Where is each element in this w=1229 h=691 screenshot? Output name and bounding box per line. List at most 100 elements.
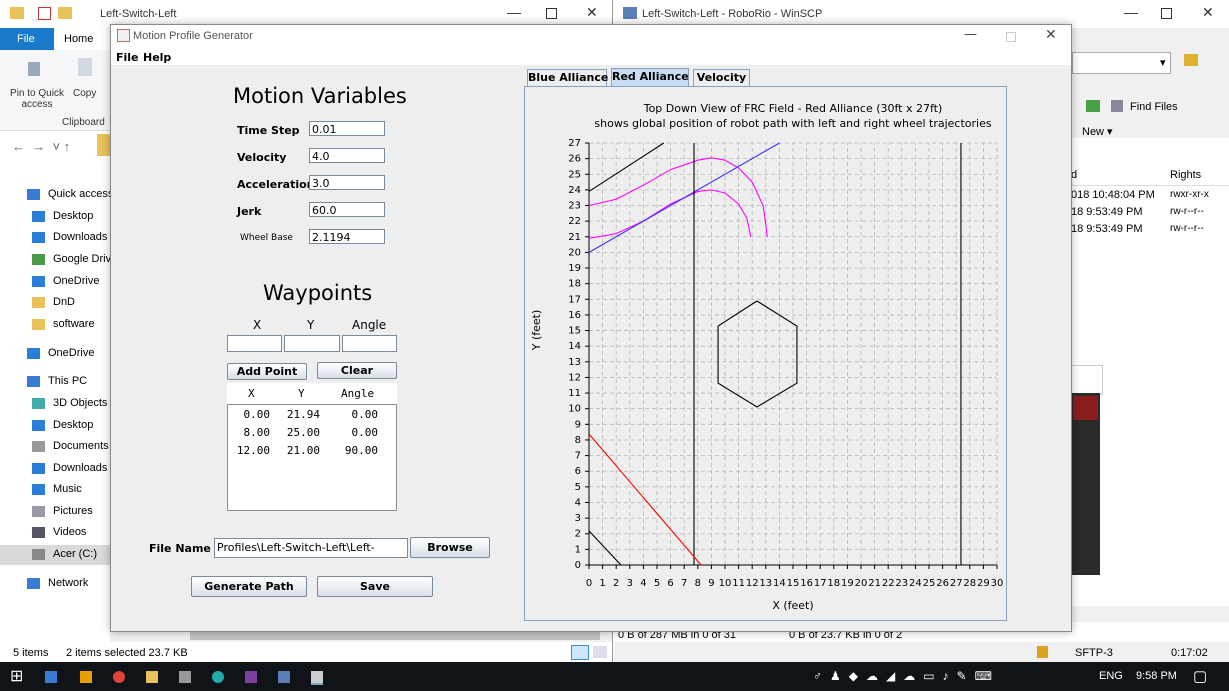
nav-item[interactable]: Acer (C:)	[53, 548, 97, 560]
nav-item[interactable]: Music	[53, 483, 82, 495]
nav-item[interactable]: Pictures	[53, 505, 93, 517]
nav-item[interactable]: OneDrive	[53, 275, 100, 287]
file-rights: rw-r--r--	[1170, 223, 1204, 234]
check-icon	[38, 7, 51, 20]
ribbon-tab[interactable]: Home	[64, 33, 94, 45]
plot-title: Top Down View of FRC Field - Red Allianc…	[643, 102, 943, 115]
tab[interactable]: Blue Alliance	[527, 69, 609, 86]
tab[interactable]: Velocity	[693, 69, 750, 86]
nav-icon	[32, 297, 45, 308]
y-tick-label: 8	[575, 435, 581, 446]
nav-item[interactable]: DnD	[53, 296, 76, 308]
toolbar-button[interactable]: New ▾	[1082, 126, 1113, 138]
pin-icon	[28, 62, 40, 76]
folder-icon	[10, 7, 24, 19]
nav-item[interactable]: software	[53, 318, 95, 330]
x-tick-label: 0	[586, 578, 592, 589]
y-tick-label: 15	[568, 326, 581, 337]
nav-item[interactable]: Downloads	[53, 462, 108, 474]
entry-header: Angle	[352, 318, 387, 332]
x-tick-label: 25	[923, 578, 936, 589]
ribbon-tab-file[interactable]	[0, 28, 54, 50]
action-center[interactable]: ▢	[1193, 668, 1208, 685]
menu-item[interactable]: Help	[143, 51, 172, 64]
table-header: Y	[298, 387, 305, 400]
nav-item[interactable]: Desktop	[53, 419, 94, 431]
table-rows: 0.00 21.94 0.00 8.00 25.00 0.00 12.00 21.00 90.0…	[227, 408, 397, 508]
x-tick-label: 27	[950, 578, 963, 589]
nav-icon	[32, 319, 45, 330]
variable-input[interactable]: 2.1194	[309, 229, 385, 244]
variable-input[interactable]: 0.01	[309, 121, 385, 136]
taskbar-icon[interactable]	[245, 671, 257, 683]
nav-item[interactable]: OneDrive	[48, 347, 95, 359]
nav-item[interactable]: This PC	[48, 375, 88, 387]
view-toggle[interactable]	[593, 646, 607, 658]
plot-line	[588, 530, 622, 566]
x-tick-label: 23	[895, 578, 908, 589]
column-header: Rights	[1170, 169, 1202, 181]
nav-item[interactable]: Documents	[53, 440, 109, 452]
minimize[interactable]: —	[964, 27, 977, 42]
taskbar-icon[interactable]	[311, 671, 323, 685]
scrollbar	[1069, 606, 1229, 622]
y-tick-label: 20	[568, 247, 581, 258]
minimize[interactable]: —	[507, 4, 521, 20]
taskbar-icon[interactable]	[45, 671, 57, 683]
x-tick-label: 13	[759, 578, 772, 589]
ribbon-tab[interactable]: File	[17, 33, 35, 45]
clear-button[interactable]: Clear	[317, 362, 397, 379]
x-tick-label: 6	[667, 578, 673, 589]
taskbar-icon[interactable]	[278, 671, 290, 683]
toolbar-button[interactable]: Find Files	[1130, 101, 1178, 113]
menu-item[interactable]: File	[116, 51, 139, 64]
x-tick-label: 19	[841, 578, 854, 589]
list-header	[1069, 165, 1229, 186]
maximize[interactable]	[1161, 8, 1172, 19]
nav-icon	[32, 211, 45, 222]
start-button[interactable]: ⊞	[10, 668, 24, 685]
nav-icon	[32, 441, 45, 452]
browse-button[interactable]: Browse	[410, 537, 490, 558]
variable-input[interactable]: 3.0	[309, 175, 385, 190]
close[interactable]: ✕	[586, 4, 598, 20]
nav-item[interactable]: Network	[48, 577, 89, 589]
variable-input[interactable]: 4.0	[309, 148, 385, 163]
y-tick-label: 22	[568, 216, 581, 227]
nav-icon	[32, 276, 45, 287]
variable-input[interactable]: 60.0	[309, 202, 385, 217]
minimize[interactable]: —	[1124, 4, 1138, 20]
nav-item[interactable]: Quick access	[48, 188, 114, 200]
taskbar-icon[interactable]	[146, 671, 158, 683]
navigation-pane: Quick access Desktop Downloads Google Drive…	[0, 170, 117, 630]
view-toggle[interactable]	[571, 645, 589, 660]
plot-line	[717, 300, 798, 408]
table-cell: 0.00	[351, 408, 379, 421]
status-right: 0 B of 23.7 KB in 0 of 2	[789, 629, 903, 641]
waypoint-input[interactable]	[342, 335, 397, 352]
nav-item[interactable]: Google Drive	[53, 253, 118, 265]
generate-path-button[interactable]: Generate Path	[191, 576, 307, 597]
add-point-button[interactable]: Add Point	[227, 363, 307, 380]
file-name-input[interactable]: Profiles\Left-Switch-Left\Left-Switch-Le…	[214, 538, 408, 558]
waypoint-input[interactable]	[284, 335, 340, 352]
taskbar-icon[interactable]	[212, 671, 224, 683]
taskbar-icon[interactable]	[113, 671, 125, 683]
nav-item[interactable]: Downloads	[53, 231, 108, 243]
ribbon-button[interactable]: Pin to Quick access	[10, 88, 64, 110]
taskbar-icon[interactable]	[179, 671, 191, 683]
close[interactable]: ✕	[1202, 4, 1214, 20]
nav-item[interactable]: Videos	[53, 526, 87, 538]
file-name-value: Profiles\Left-Switch-Left\Left-Switch-Le…	[217, 541, 375, 554]
tab[interactable]: Red Alliance	[611, 68, 689, 86]
nav-item[interactable]: 3D Objects	[53, 397, 108, 409]
close[interactable]: ✕	[1045, 27, 1057, 43]
save-button[interactable]: Save	[317, 576, 433, 597]
ribbon-button[interactable]: Copy	[73, 88, 97, 99]
nav-item[interactable]: Desktop	[53, 210, 94, 222]
nav-arrows[interactable]: ← → ˅ ↑	[12, 139, 71, 154]
y-tick-label: 27	[568, 138, 581, 149]
taskbar-icon[interactable]	[80, 671, 92, 683]
waypoint-input[interactable]	[227, 335, 282, 352]
maximize[interactable]	[546, 8, 557, 19]
